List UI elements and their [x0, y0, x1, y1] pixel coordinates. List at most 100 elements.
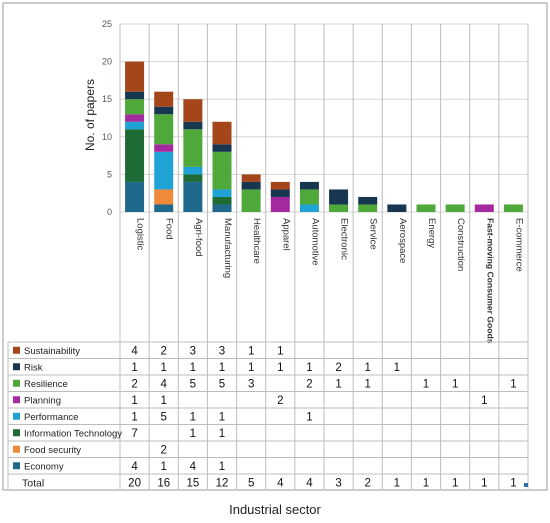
table-cell-value: 5 — [190, 378, 196, 390]
category-label: Manufacturing — [222, 218, 233, 278]
table-cell-value: 1 — [219, 461, 225, 473]
total-value: 12 — [216, 477, 229, 489]
table-cell-value: 1 — [277, 345, 283, 357]
table-cell-value: 4 — [161, 378, 168, 390]
table-cell-value: 2 — [277, 395, 283, 407]
bar-segment — [329, 189, 349, 205]
bar-segment — [299, 181, 319, 190]
bar-segment — [270, 181, 290, 190]
y-tick-label: 15 — [102, 94, 112, 104]
bar-segment — [329, 204, 349, 212]
bar-segment — [125, 91, 145, 100]
table-cell-value: 3 — [219, 345, 225, 357]
total-value: 1 — [452, 477, 458, 489]
table-cell-value: 2 — [161, 444, 167, 456]
bar-segment — [154, 114, 174, 145]
resize-handle[interactable] — [524, 483, 528, 487]
y-tick-label: 25 — [102, 19, 112, 29]
total-label: Total — [22, 477, 44, 489]
bar-segment — [154, 91, 174, 107]
series-label: Food security — [24, 445, 81, 456]
bar-segment — [474, 204, 494, 212]
bar-segment — [183, 181, 203, 212]
bar-segment — [270, 189, 290, 197]
category-label: Energy — [426, 218, 437, 248]
legend-key — [13, 429, 20, 437]
category-label: Agri-food — [193, 218, 204, 257]
total-value: 4 — [277, 477, 284, 489]
table-cell-value: 2 — [306, 378, 312, 390]
series-label: Planning — [24, 395, 61, 406]
category-label: Healthcare — [251, 218, 262, 264]
series-label: Sustainability — [24, 346, 80, 357]
bar-segment — [212, 196, 232, 205]
bar-segment — [154, 204, 174, 212]
category-label: E-commerce — [513, 218, 524, 272]
table-cell-value: 1 — [161, 461, 167, 473]
bar-segment — [358, 204, 378, 212]
total-value: 1 — [510, 477, 516, 489]
table-cell-value: 4 — [131, 345, 138, 357]
category-label: Construction — [455, 218, 466, 271]
bar-segment — [387, 204, 407, 212]
series-label: Performance — [24, 412, 78, 423]
category-label: Apparel — [280, 218, 291, 251]
table-cell-value: 5 — [219, 378, 225, 390]
total-value: 2 — [365, 477, 371, 489]
bar-segment — [241, 181, 261, 190]
category-label: Service — [368, 218, 379, 250]
category-label: Electronic — [339, 218, 350, 260]
total-value: 5 — [248, 477, 254, 489]
bar-segments — [125, 61, 523, 212]
table-cell-value: 1 — [131, 395, 137, 407]
bar-segment — [125, 99, 145, 115]
table-cell-value: 1 — [423, 378, 429, 390]
bar-segment — [416, 204, 436, 212]
y-tick-label: 0 — [107, 207, 112, 217]
table-cell-value: 1 — [248, 345, 254, 357]
category-labels: Logistic Food Agri-food Manufacturing Health… — [135, 218, 525, 344]
legend-key — [13, 346, 20, 354]
table-cell-value: 1 — [365, 362, 371, 374]
bar-segment — [299, 204, 319, 212]
table-cell-value: 1 — [335, 378, 341, 390]
bar-segment — [183, 166, 203, 175]
legend-key — [13, 445, 20, 453]
bar-segment — [154, 144, 174, 152]
series-label: Economy — [24, 461, 64, 472]
bar-segment — [241, 189, 261, 212]
bar-segment — [299, 189, 319, 205]
legend-key — [13, 379, 20, 387]
series-label: Risk — [24, 362, 43, 373]
table-cell-value: 1 — [161, 395, 167, 407]
total-value: 15 — [186, 477, 199, 489]
table-cell-value: 1 — [219, 411, 225, 423]
bar-segment — [125, 129, 145, 182]
series-label: Resilience — [24, 379, 68, 390]
bar-segment — [270, 196, 290, 212]
y-axis-ticks: 0 5 10 15 20 25 — [102, 19, 112, 217]
table-cell-value: 1 — [131, 362, 137, 374]
x-axis-title: Industrial sector — [229, 502, 321, 517]
category-label: Food — [164, 218, 175, 240]
y-tick-label: 20 — [102, 57, 112, 67]
y-tick-label: 5 — [107, 169, 112, 179]
table-cell-value: 1 — [365, 378, 371, 390]
legend-key — [13, 462, 20, 470]
table-cell-value: 3 — [190, 345, 196, 357]
category-label: Logistic — [135, 218, 146, 250]
bar-segment — [212, 204, 232, 212]
total-value: 1 — [394, 477, 400, 489]
category-label: Aerospace — [397, 218, 408, 263]
bar-segment — [212, 144, 232, 152]
legend-key — [13, 396, 20, 404]
bar-segment — [125, 181, 145, 212]
bar-segment — [154, 189, 174, 205]
category-label: Fast-moving Consumer Goods — [485, 218, 495, 344]
table-cell-value: 1 — [190, 411, 196, 423]
bar-segment — [212, 189, 232, 197]
table-cell-value: 1 — [394, 362, 400, 374]
category-column-lines — [119, 24, 529, 491]
bar-segment — [241, 174, 261, 182]
